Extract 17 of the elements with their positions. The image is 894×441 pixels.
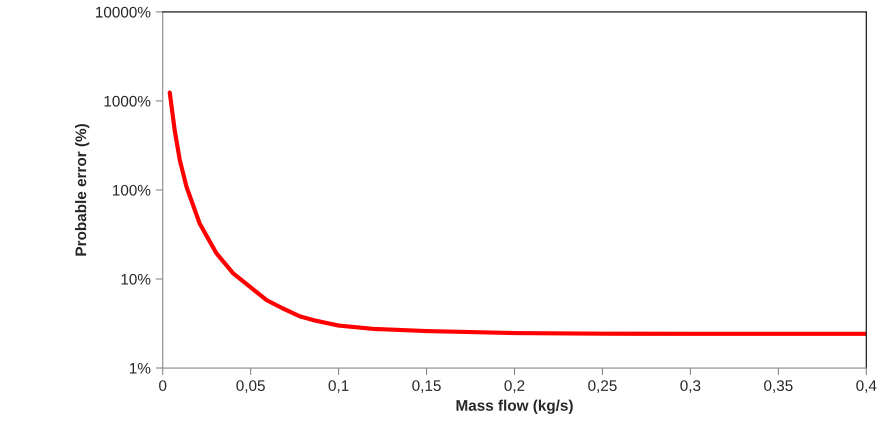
x-tick-label: 0,3 <box>680 380 700 393</box>
x-tick-label: 0,25 <box>588 380 617 393</box>
x-tick-label: 0,2 <box>504 380 524 393</box>
y-tick-label: 10% <box>121 274 150 285</box>
y-tick-label: 1000% <box>104 96 150 107</box>
y-tick-label: 10000% <box>96 6 150 18</box>
y-tick-label: 1% <box>130 362 150 374</box>
y-tick-label: 100% <box>112 184 150 196</box>
x-tick-label: 0 <box>159 380 166 392</box>
x-axis-title: Mass flow (kg/s) <box>456 400 573 414</box>
line-series <box>168 90 866 336</box>
x-tick-label: 0,4 <box>856 380 876 393</box>
y-axis-title: Probable error (%) <box>75 124 90 256</box>
x-tick-label: 0,15 <box>412 380 441 393</box>
x-tick-label: 0,05 <box>236 380 265 393</box>
x-tick-label: 0,35 <box>764 380 793 393</box>
x-tick-label: 0,1 <box>328 380 348 393</box>
